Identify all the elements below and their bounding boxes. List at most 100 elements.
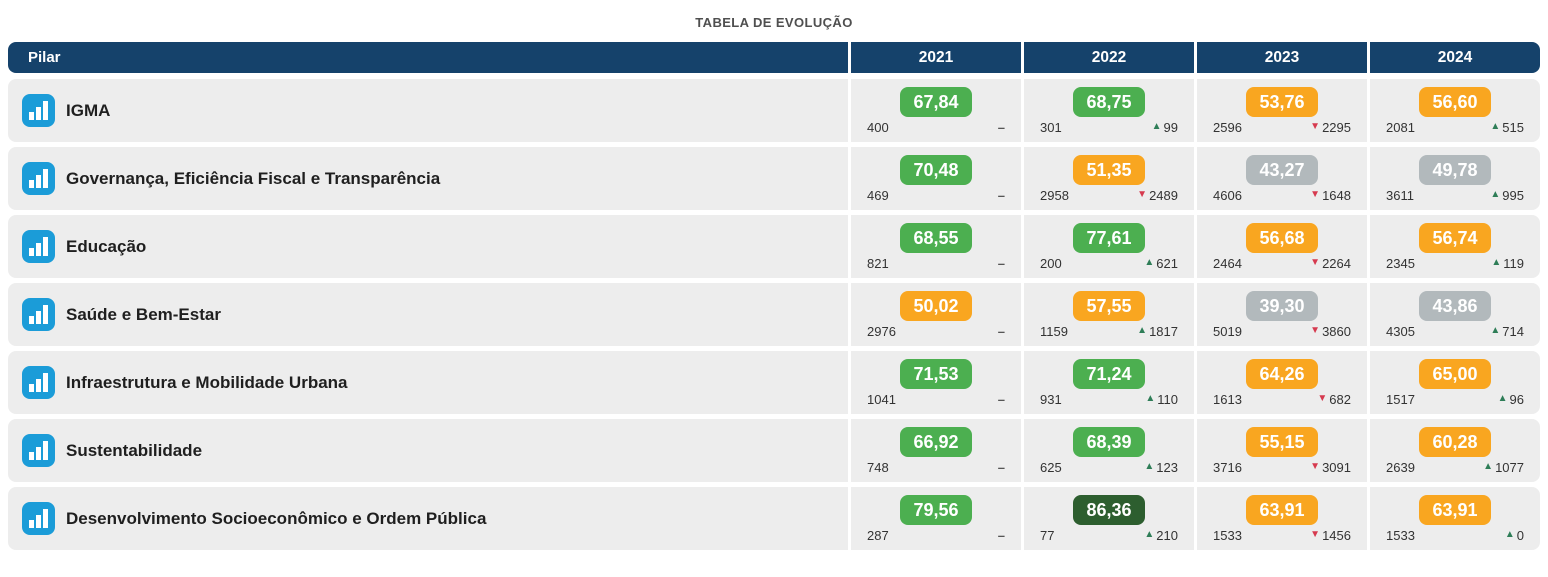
trend-down-icon: ▼ <box>1137 189 1148 200</box>
rank-change: ▲ 0 <box>1505 528 1524 543</box>
rank-and-change: 2976 – <box>867 324 1005 339</box>
rank-value: 1613 <box>1213 391 1242 407</box>
score-badge: 39,30 <box>1246 290 1318 321</box>
trend-up-icon: ▲ <box>1144 461 1155 472</box>
change-value: 119 <box>1503 255 1524 271</box>
rank-and-change: 2958 ▼ 2489 <box>1040 188 1178 203</box>
rank-change: ▲ 714 <box>1490 324 1524 339</box>
rank-and-change: 400 – <box>867 120 1005 135</box>
pillar-name-cell: Sustentabilidade <box>8 419 848 482</box>
rank-change: ▲ 515 <box>1490 120 1524 135</box>
rank-change: ▲ 621 <box>1144 256 1178 271</box>
rank-and-change: 1041 – <box>867 392 1005 407</box>
score-badge: 60,28 <box>1419 426 1491 457</box>
rank-value: 2081 <box>1386 119 1415 135</box>
rank-value: 5019 <box>1213 323 1242 339</box>
pillar-row[interactable]: Sustentabilidade 66,92 748–68,39 625 ▲ 123 55,… <box>8 419 1540 482</box>
rank-value: 3716 <box>1213 459 1242 475</box>
trend-up-icon: ▲ <box>1490 121 1501 132</box>
pillar-label: Sustentabilidade <box>66 440 203 460</box>
score-cell-2021: 79,56 287 – <box>848 487 1021 550</box>
bar-chart-icon <box>22 298 55 331</box>
rank-change: ▼ 2489 <box>1137 188 1178 203</box>
change-value: 714 <box>1502 323 1524 339</box>
change-value: 3091 <box>1322 459 1351 475</box>
rank-change: ▼ 2295 <box>1310 120 1351 135</box>
pillar-label: Educação <box>66 236 147 256</box>
score-cell-2024: 63,91 1533 ▲ 0 <box>1367 487 1540 550</box>
pillar-name-cell: Infraestrutura e Mobilidade Urbana <box>8 351 848 414</box>
score-badge: 63,91 <box>1419 494 1491 525</box>
rank-and-change: 5019 ▼ 3860 <box>1213 324 1351 339</box>
score-badge: 50,02 <box>900 290 972 321</box>
rank-and-change: 931 ▲ 110 <box>1040 392 1178 407</box>
pillar-row[interactable]: IGMA 67,84 400–68,75 301 ▲ 99 53,76 2596 ▼ 2295 56… <box>8 79 1540 142</box>
change-value: 1817 <box>1149 323 1178 339</box>
score-cell-2023: 56,68 2464 ▼ 2264 <box>1194 215 1367 278</box>
rank-value: 2464 <box>1213 255 1242 271</box>
trend-up-icon: ▲ <box>1137 325 1148 336</box>
rank-value: 2958 <box>1040 187 1069 203</box>
trend-up-icon: ▲ <box>1497 393 1508 404</box>
rank-and-change: 2081 ▲ 515 <box>1386 120 1524 135</box>
rank-and-change: 287 – <box>867 528 1005 543</box>
rank-value: 821 <box>867 255 889 271</box>
score-cell-2021: 66,92 748 – <box>848 419 1021 482</box>
pillar-label: Saúde e Bem-Estar <box>66 304 221 324</box>
score-cell-2021: 67,84 400 – <box>848 79 1021 142</box>
rank-and-change: 1613 ▼ 682 <box>1213 392 1351 407</box>
rank-value: 469 <box>867 187 889 203</box>
no-change-dash: – <box>997 323 1005 339</box>
rank-value: 931 <box>1040 391 1062 407</box>
rank-and-change: 2639 ▲ 1077 <box>1386 460 1524 475</box>
score-cell-2024: 56,74 2345 ▲ 119 <box>1367 215 1540 278</box>
rank-value: 4606 <box>1213 187 1242 203</box>
trend-down-icon: ▼ <box>1310 189 1321 200</box>
rank-value: 3611 <box>1386 187 1414 203</box>
score-cell-2024: 43,86 4305 ▲ 714 <box>1367 283 1540 346</box>
rank-value: 4305 <box>1386 323 1415 339</box>
rank-and-change: 200 ▲ 621 <box>1040 256 1178 271</box>
score-badge: 67,84 <box>900 86 972 117</box>
rank-and-change: 469 – <box>867 188 1005 203</box>
pillar-label: IGMA <box>66 100 111 120</box>
trend-up-icon: ▲ <box>1504 529 1515 540</box>
bar-chart-icon <box>22 434 55 467</box>
rank-value: 200 <box>1040 255 1062 271</box>
trend-down-icon: ▼ <box>1310 257 1321 268</box>
score-badge: 55,15 <box>1246 426 1318 457</box>
table-header-row: Pilar 2021 2022 2023 2024 <box>8 42 1540 73</box>
score-badge: 66,92 <box>900 426 972 457</box>
rank-value: 2976 <box>867 323 896 339</box>
rank-value: 748 <box>867 459 889 475</box>
bar-chart-icon <box>22 230 55 263</box>
rank-value: 1533 <box>1213 527 1242 543</box>
change-value: 123 <box>1156 459 1178 475</box>
score-badge: 77,61 <box>1073 222 1145 253</box>
pillar-row[interactable]: Educação 68,55 821–77,61 200 ▲ 621 56,68 2464 ▼ 2… <box>8 215 1540 278</box>
rank-and-change: 1533 ▼ 1456 <box>1213 528 1351 543</box>
score-cell-2021: 50,02 2976 – <box>848 283 1021 346</box>
trend-down-icon: ▼ <box>1310 121 1321 132</box>
pillar-row[interactable]: Governança, Eficiência Fiscal e Transpar… <box>8 147 1540 210</box>
score-cell-2023: 55,15 3716 ▼ 3091 <box>1194 419 1367 482</box>
no-change-dash: – <box>997 391 1005 407</box>
rank-change: ▼ 2264 <box>1310 256 1351 271</box>
pillar-row[interactable]: Infraestrutura e Mobilidade Urbana 71,53 1… <box>8 351 1540 414</box>
change-value: 2295 <box>1322 119 1351 135</box>
bar-chart-icon <box>22 162 55 195</box>
pillar-row[interactable]: Saúde e Bem-Estar 50,02 2976–57,55 1159 ▲ 181… <box>8 283 1540 346</box>
rank-change: ▲ 1817 <box>1137 324 1178 339</box>
change-value: 621 <box>1156 255 1178 271</box>
score-cell-2022: 86,36 77 ▲ 210 <box>1021 487 1194 550</box>
score-badge: 43,86 <box>1419 290 1491 321</box>
rank-value: 77 <box>1040 527 1055 543</box>
trend-down-icon: ▼ <box>1310 325 1321 336</box>
pillar-row[interactable]: Desenvolvimento Socioeconômico e Ordem P… <box>8 487 1540 550</box>
change-value: 1456 <box>1322 527 1351 543</box>
rank-change: ▲ 99 <box>1152 120 1178 135</box>
column-header-2023: 2023 <box>1194 42 1367 73</box>
rank-and-change: 1517 ▲ 96 <box>1386 392 1524 407</box>
score-badge: 68,39 <box>1073 426 1145 457</box>
no-change-dash: – <box>997 459 1005 475</box>
